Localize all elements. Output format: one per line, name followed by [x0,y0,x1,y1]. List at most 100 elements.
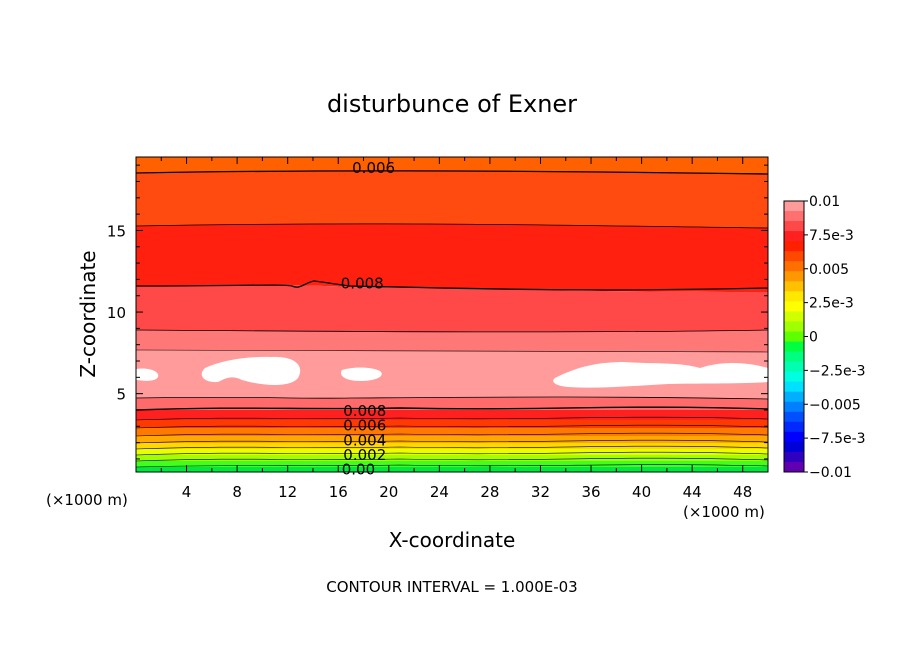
contour-line [136,424,768,429]
x-tick-label: 16 [329,483,348,501]
colorbar-swatch [784,441,804,453]
y-tick-label: 10 [107,304,126,322]
colorbar-swatch [784,341,804,353]
x-tick-label: 40 [632,483,651,501]
colorbar-swatch [784,221,804,232]
colorbar-label: 0.005 [809,262,849,278]
colorbar-swatch [784,321,804,332]
colorbar-swatch [784,461,804,473]
contour-label: 0.002 [343,446,386,464]
contour-line [136,170,768,175]
band-low-yellow-orange [136,443,768,449]
colorbar: 0.01 7.5e-3 0.005 2.5e-3 0 −2.5e-3 −0.005 −7.5e… [783,194,866,481]
contour-line [136,416,768,421]
colorbar-swatch [784,331,804,343]
colorbar-label: 7.5e-3 [809,228,854,244]
white-region [340,367,382,381]
colorbar-swatch [784,261,804,272]
contour-line [136,329,768,333]
x-axis: 4 8 12 16 20 24 28 32 36 40 44 48 [160,157,769,501]
contour-line [136,457,768,462]
y-tick-label: 5 [116,386,126,404]
x-unit-left: (×1000 m) [46,491,128,509]
plot-area [136,157,768,472]
band-low-green [136,461,768,467]
colorbar-swatch [784,411,804,423]
band-orange-red [136,171,768,228]
colorbar-label: 2.5e-3 [809,296,854,312]
contour-line [136,451,768,456]
contour-interval-note: CONTOUR INTERVAL = 1.000E-03 [326,578,577,596]
colorbar-swatch [784,271,804,282]
band-pink [136,330,768,352]
contour-line [136,445,768,450]
x-unit-right: (×1000 m) [683,503,765,521]
colorbar-swatch [784,211,804,222]
white-region [201,356,301,385]
contour-label: 0.008 [343,402,386,420]
band-red-light [136,285,768,332]
colorbar-swatch [784,251,804,262]
colorbar-label: 0.01 [809,194,840,210]
band-bottom-green [136,467,768,472]
x-tick-label: 4 [182,483,192,501]
contour-label: 0.008 [341,275,384,293]
band-low-red [136,410,768,420]
colorbar-swatch [784,241,804,252]
chart-title: disturbunce of Exner [327,90,577,118]
colorbar-label: −7.5e-3 [809,431,866,447]
plot-frame [135,156,769,473]
colorbar-swatch [784,231,804,242]
x-tick-label: 24 [430,483,449,501]
white-region [553,362,768,388]
colorbar-swatch [784,451,804,463]
contour-line [136,280,768,291]
band-low-red-orange [136,420,768,428]
band-low-orange [136,428,768,436]
x-axis-label: X-coordinate [389,528,516,552]
x-tick-label: 20 [379,483,398,501]
x-tick-label: 28 [480,483,499,501]
band-low-yellow-green [136,455,768,461]
colorbar-swatch [784,281,804,292]
x-tick-label: 32 [531,483,550,501]
contour-line [136,464,768,468]
x-tick-label: 48 [733,483,752,501]
contour-line [136,432,768,437]
colorbar-swatch [784,401,804,413]
colorbar-swatch [784,391,804,403]
contour-label: 0.00 [342,461,375,479]
colorbar-swatch [784,311,804,322]
contour-line [136,439,768,444]
colorbar-swatch [784,201,804,212]
colorbar-swatch [784,431,804,443]
x-tick-label: 36 [581,483,600,501]
contour-label: 0.004 [343,431,386,449]
x-tick-label: 44 [683,483,702,501]
band-low-amber [136,436,768,443]
y-axis-label: Z-coordinate [76,250,100,377]
contour-line [136,406,768,411]
colorbar-swatch [784,421,804,433]
white-region [136,368,159,381]
contour-label: 0.006 [352,159,395,177]
colorbar-swatch [784,291,804,302]
contour-label: 0.006 [343,417,386,435]
colorbar-label: 0 [809,330,818,346]
x-tick-label: 12 [278,483,297,501]
colorbar-swatch [784,351,804,363]
colorbar-swatch [784,361,804,373]
colorbar-label: −2.5e-3 [809,363,866,379]
colorbar-swatch [784,371,804,383]
colorbar-label: −0.01 [809,465,852,481]
y-tick-label: 15 [107,222,126,240]
y-axis: 5 10 15 [107,164,768,460]
colorbar-label: −0.005 [809,397,861,413]
contour-line [136,223,768,229]
band-red [136,223,768,292]
band-low-yellow [136,449,768,455]
x-tick-label: 8 [232,483,242,501]
contour-line [136,396,768,400]
